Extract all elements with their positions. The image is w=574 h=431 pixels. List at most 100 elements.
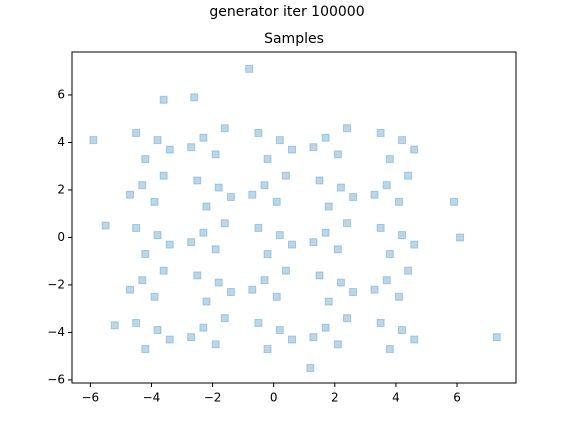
x-tick-label: 2 (331, 391, 339, 405)
scatter-point (220, 314, 229, 323)
scatter-point (132, 128, 141, 137)
scatter-point (275, 326, 284, 335)
scatter-point (333, 150, 342, 159)
scatter-point (288, 145, 297, 154)
scatter-point (333, 245, 342, 254)
scatter-point (141, 250, 150, 259)
x-tick-label: −2 (204, 391, 222, 405)
scatter-point (349, 193, 358, 202)
scatter-point (385, 345, 394, 354)
scatter-point (89, 136, 98, 145)
scatter-point (309, 143, 318, 152)
scatter-point (333, 340, 342, 349)
y-tick-label: −4 (47, 325, 65, 339)
scatter-point (275, 136, 284, 145)
scatter-point (306, 364, 315, 373)
scatter-point (150, 197, 159, 206)
scatter-point (126, 190, 135, 199)
scatter-point (202, 202, 211, 211)
scatter-point (343, 124, 352, 133)
scatter-point (187, 143, 196, 152)
scatter-point (398, 231, 407, 240)
x-tick-label: 4 (392, 391, 400, 405)
scatter-point (193, 271, 202, 280)
scatter-point (226, 193, 235, 202)
scatter-point (138, 181, 147, 190)
scatter-point (110, 321, 119, 330)
scatter-point (245, 64, 254, 73)
scatter-point (321, 228, 330, 237)
scatter-point (153, 326, 162, 335)
scatter-point (275, 231, 284, 240)
scatter-point (324, 202, 333, 211)
scatter-point (456, 233, 465, 242)
scatter-point (220, 124, 229, 133)
scatter-point (187, 238, 196, 247)
scatter-point (321, 133, 330, 142)
scatter-point (288, 240, 297, 249)
scatter-point (404, 171, 413, 180)
scatter-point (288, 335, 297, 344)
scatter-point (410, 240, 419, 249)
scatter-point (254, 223, 263, 232)
scatter-point (226, 288, 235, 297)
scatter-point (132, 223, 141, 232)
scatter-point (410, 145, 419, 154)
scatter-point (263, 250, 272, 259)
scatter-point (398, 136, 407, 145)
chart-suptitle: generator iter 100000 (209, 4, 364, 20)
scatter-point (187, 333, 196, 342)
scatter-point (101, 221, 110, 230)
scatter-point (159, 171, 168, 180)
scatter-point (211, 245, 220, 254)
scatter-point (159, 95, 168, 104)
scatter-point (315, 176, 324, 185)
y-tick-label: 2 (57, 182, 65, 196)
scatter-point (138, 276, 147, 285)
scatter-point (165, 145, 174, 154)
x-tick-label: −4 (143, 391, 161, 405)
scatter-point (309, 333, 318, 342)
x-tick-label: −6 (81, 391, 99, 405)
scatter-point (343, 219, 352, 228)
scatter-point (254, 318, 263, 327)
scatter-point (214, 183, 223, 192)
scatter-point (394, 197, 403, 206)
scatter-point (349, 288, 358, 297)
scatter-point (211, 150, 220, 159)
x-tick-label: 0 (270, 391, 278, 405)
y-tick-label: 4 (57, 135, 65, 149)
y-tick-label: −2 (47, 277, 65, 291)
scatter-point (141, 345, 150, 354)
scatter-point (410, 335, 419, 344)
scatter-point (211, 340, 220, 349)
scatter-point (199, 133, 208, 142)
scatter-point (199, 323, 208, 332)
y-tick-label: 0 (57, 230, 65, 244)
scatter-point (153, 136, 162, 145)
scatter-point (376, 318, 385, 327)
scatter-point (385, 155, 394, 164)
scatter-point (141, 155, 150, 164)
scatter-point (272, 292, 281, 301)
scatter-point (281, 266, 290, 275)
scatter-point (165, 240, 174, 249)
scatter-point (199, 228, 208, 237)
scatter-point (165, 335, 174, 344)
scatter-point (343, 314, 352, 323)
y-tick-label: 6 (57, 87, 65, 101)
scatter-point (126, 285, 135, 294)
scatter-point (394, 292, 403, 301)
scatter-point (248, 285, 257, 294)
scatter-point (132, 318, 141, 327)
scatter-point (376, 128, 385, 137)
scatter-point (260, 181, 269, 190)
scatter-point (214, 278, 223, 287)
scatter-point (272, 197, 281, 206)
scatter-point (398, 326, 407, 335)
scatter-point (153, 231, 162, 240)
scatter-point (309, 238, 318, 247)
scatter-point (404, 266, 413, 275)
scatter-point (321, 323, 330, 332)
